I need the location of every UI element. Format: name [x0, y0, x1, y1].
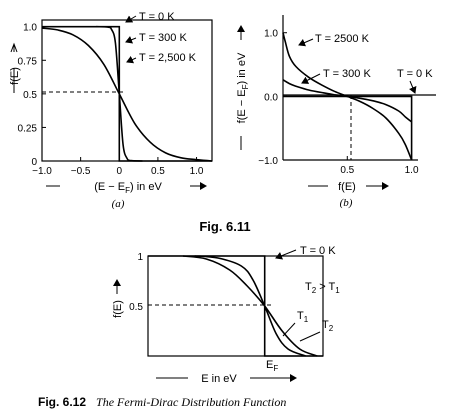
y-axis-label-b: f(E − EF) in eV [236, 52, 250, 123]
leader-b-t300 [301, 73, 321, 84]
series-b [282, 32, 413, 161]
x-tick-label-a: 0.5 [151, 166, 165, 177]
leader-a-t0 [125, 15, 137, 23]
label-a-t300: T = 300 K [139, 32, 187, 44]
x-axis-label-b: f(E) [338, 181, 356, 193]
series-fig-6-12-t1 [194, 255, 306, 357]
x-tick-label-a: 0 [116, 166, 122, 177]
x-tick-label-b: 0.5 [340, 165, 354, 176]
label-c-t0: T = 0 K [300, 245, 336, 257]
x-tick-label-a: 1.0 [190, 166, 204, 177]
x-axis-label-a: (E − EF) in eV [94, 181, 162, 195]
label-b-t2500: T = 2500 K [315, 33, 370, 45]
x-tick-label-a: −0.5 [71, 166, 91, 177]
y-tick-label-a: 0.5 [23, 90, 37, 101]
x-axis-label-c: E in eV [201, 373, 237, 385]
series-fig-6-11b-t-300-k [282, 79, 413, 123]
y-tick-label-a: 0.25 [18, 123, 38, 134]
chart-6-11a: −1.0 −0.5 0 0.5 1.0 0 0.25 0.5 0.75 1.0 f(E) (E −… [9, 11, 213, 210]
sublabel-a: (a) [112, 198, 125, 210]
y-tick-label-a: 0 [31, 157, 37, 168]
caption-fig-6-12: Fig. 6.12 The Fermi-Dirac Distribution Fu… [38, 395, 286, 409]
series-fig-6-12-t2 [182, 255, 318, 357]
y-tick-label-c: 1 [137, 252, 143, 263]
series-c [148, 255, 323, 357]
series-fig-6-11b-t-2500-k [282, 32, 413, 161]
leader-b-t0 [409, 80, 417, 94]
ticks-a: −1.0 −0.5 0 0.5 1.0 0 0.25 0.5 0.75 1.0 [18, 23, 204, 177]
chart-6-11b: 0.5 1.0 1.0 0.0 −1.0 f(E − EF) in eV f(E) (b… [236, 15, 436, 209]
ef-label: EF [266, 359, 278, 373]
leader-c-t0 [275, 249, 297, 260]
label-b-t0: T = 0 K [397, 68, 433, 80]
y-tick-label-a: 1.0 [23, 23, 37, 34]
series-fig-6-11a-t-0-k [42, 25, 212, 162]
series-fig-6-12-t-0-k [148, 255, 323, 357]
leader-a-t2500 [126, 55, 137, 64]
x-tick-label-b: 1.0 [405, 165, 419, 176]
ticks-c: 0.51 [129, 252, 143, 313]
leader-b-t2500 [298, 38, 314, 47]
chart-6-12: 0.51 f(E) EF E in eV T = 0 K T2 > T1 T1 … [112, 245, 340, 385]
series-fig-6-11a-t-2-500-k [41, 27, 213, 162]
ticks-b: 0.5 1.0 1.0 0.0 −1.0 [258, 29, 419, 176]
caption-fig-6-11: Fig. 6.11 [199, 219, 250, 234]
y-axis-label-c: f(E) [112, 300, 124, 318]
y-tick-label-b: 0.0 [264, 92, 278, 103]
y-tick-label-b: −1.0 [258, 156, 278, 167]
plot-frame-c [147, 255, 324, 357]
label-c-t2: T2 [322, 319, 334, 333]
series-fig-6-11b-t-0-k [283, 95, 413, 160]
x-tick-label-a: −1.0 [32, 166, 52, 177]
series-a [41, 25, 213, 162]
leader-c-t2 [299, 331, 321, 342]
y-tick-label-a: 0.75 [18, 56, 38, 67]
label-a-t0: T = 0 K [139, 11, 175, 23]
sublabel-b: (b) [340, 197, 353, 209]
label-b-t300: T = 300 K [323, 68, 371, 80]
label-a-t2500: T = 2,500 K [139, 52, 197, 64]
temperature-relation: T2 > T1 [305, 281, 340, 295]
label-c-t1: T1 [297, 310, 309, 324]
leader-c-t1 [282, 322, 296, 337]
y-tick-label-b: 1.0 [264, 29, 278, 40]
leader-a-t300 [125, 36, 137, 44]
y-tick-label-c: 0.5 [129, 302, 143, 313]
y-axis-label-a: f(E) [9, 67, 21, 85]
